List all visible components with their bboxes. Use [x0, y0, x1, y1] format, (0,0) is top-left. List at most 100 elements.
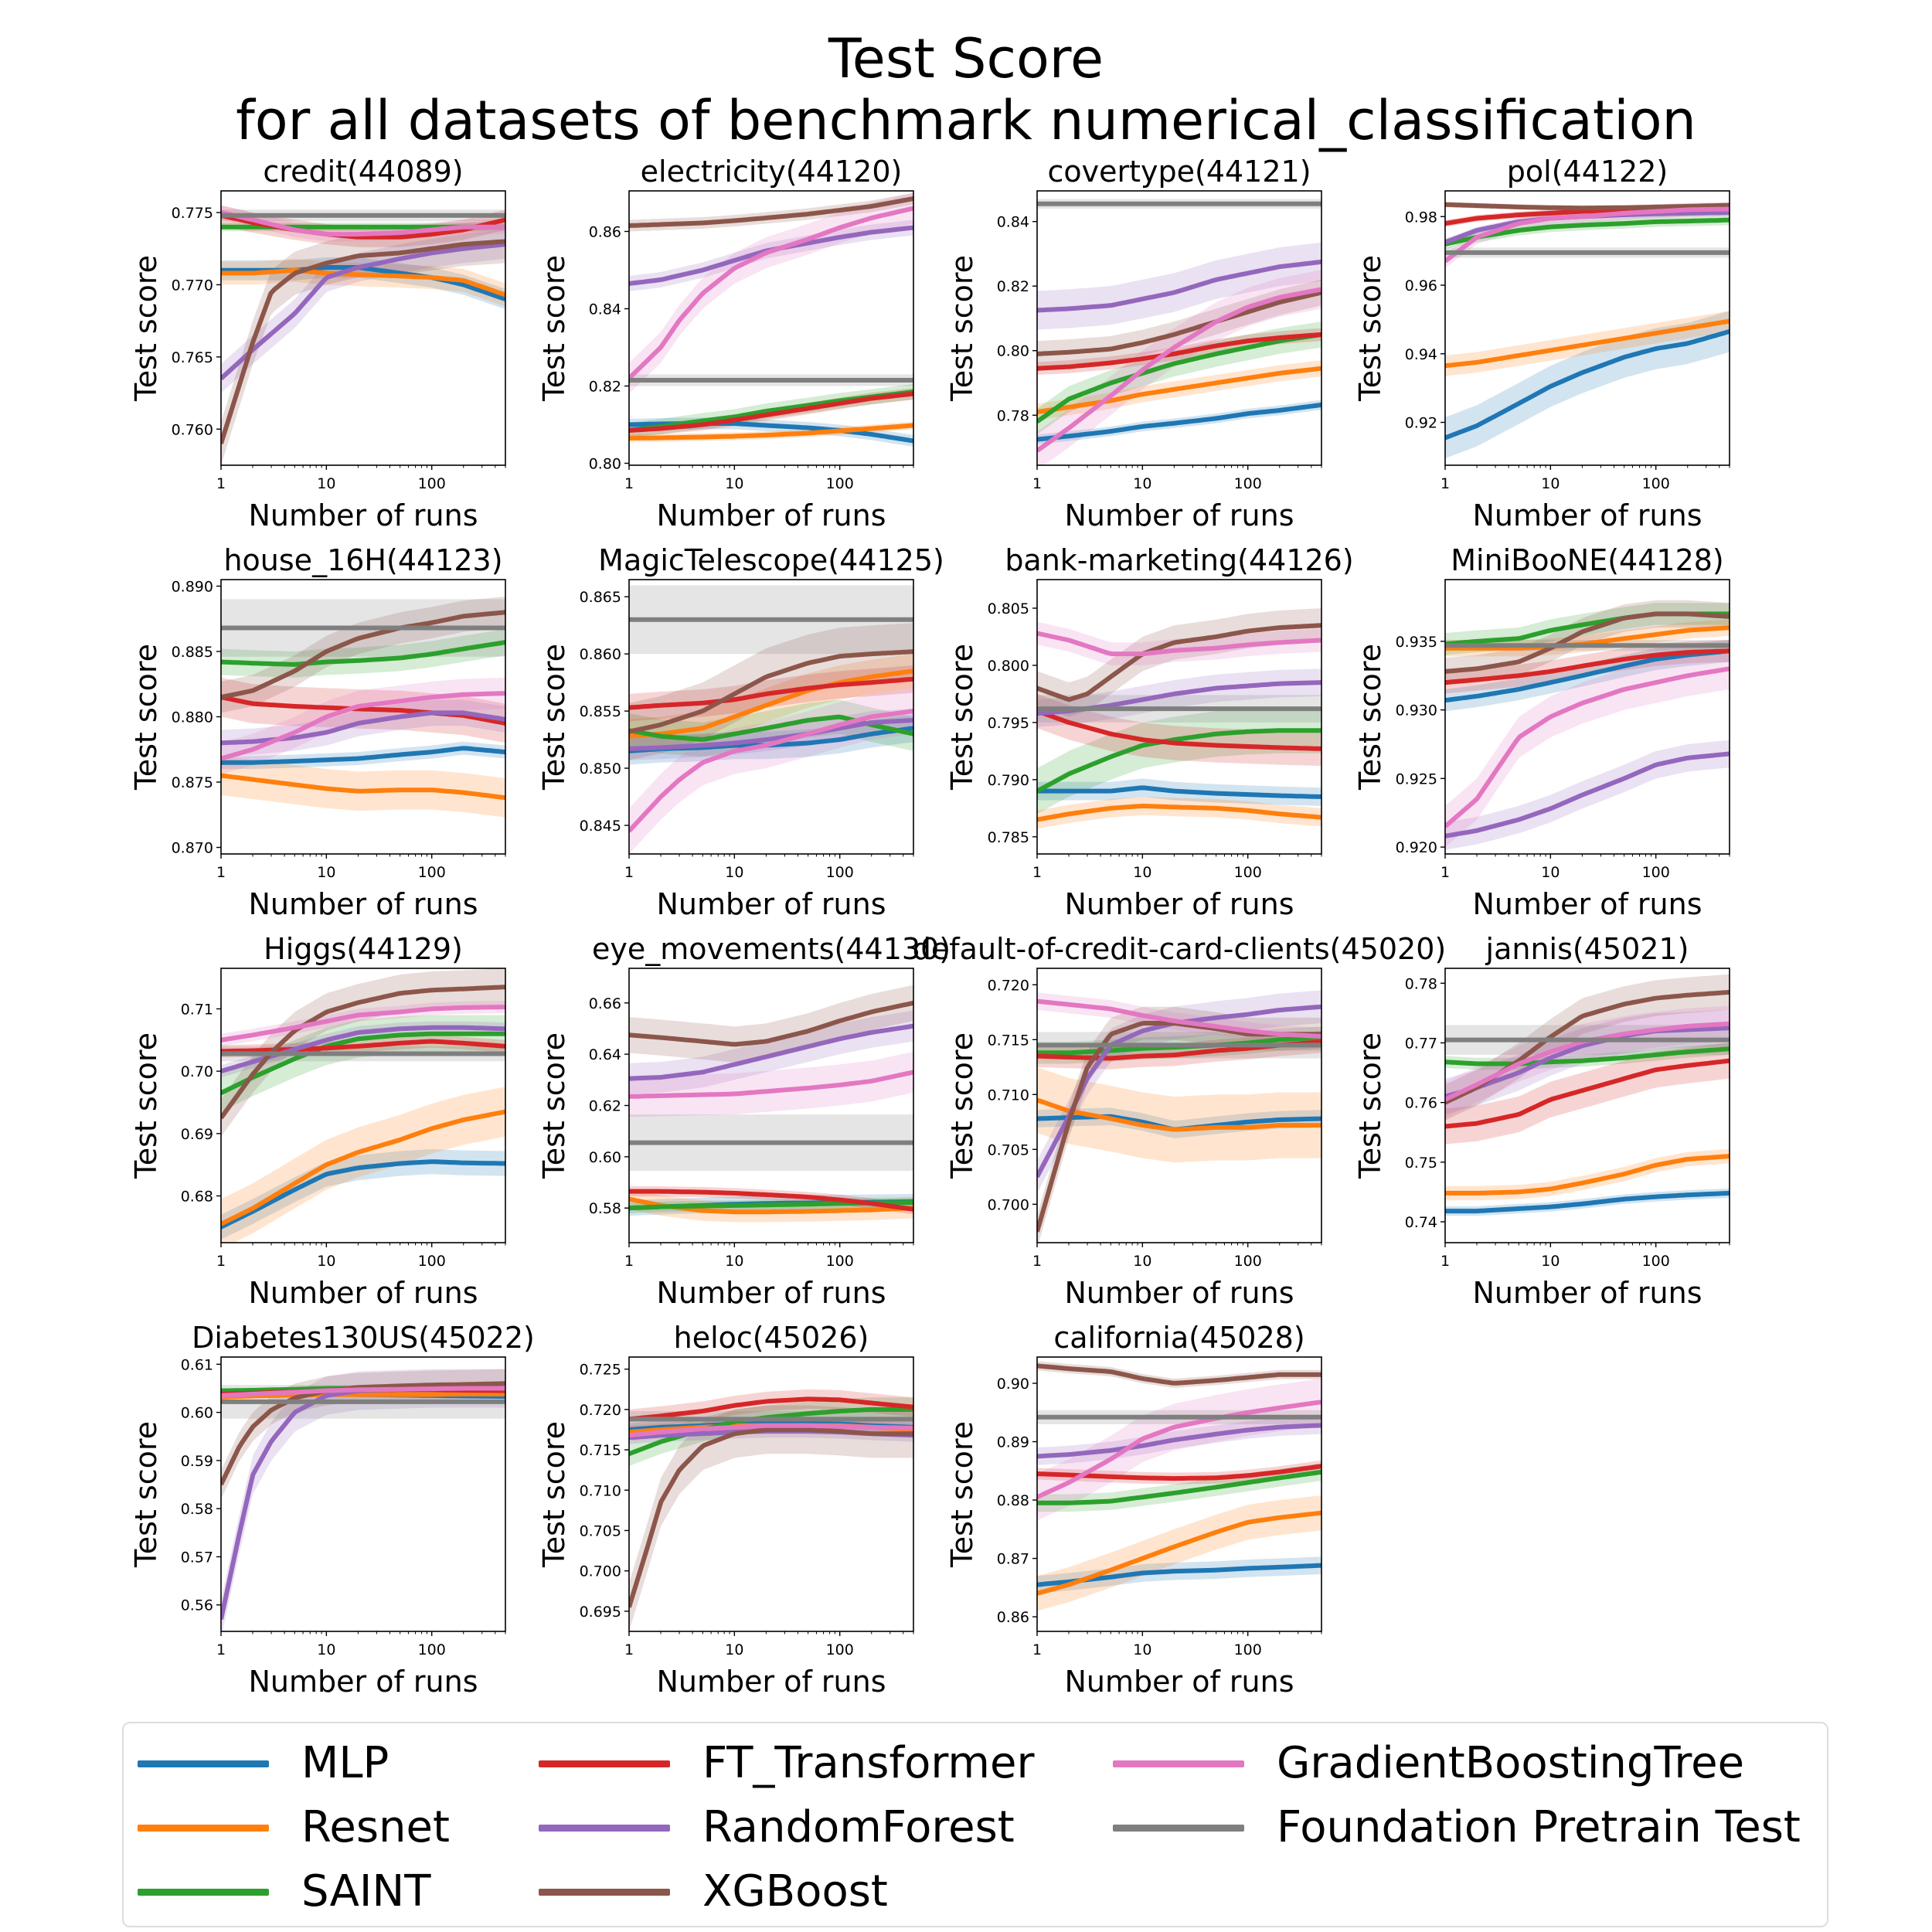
- x-tick-label: 10: [1541, 864, 1560, 881]
- x-tick-label: 1: [1440, 475, 1450, 492]
- series-line: [1037, 1510, 1321, 1596]
- x-tick-label: 10: [317, 1253, 335, 1270]
- y-tick-label: 0.920: [1396, 839, 1437, 856]
- legend: MLP Resnet SAINT FT_Transformer RandomForest…: [122, 1722, 1828, 1927]
- y-tick-label: 0.82: [997, 278, 1029, 295]
- subplot: 1 10 100 0.58 0.60 0.62 0.64 0.66 eye_movements(…: [537, 932, 951, 1310]
- axes-frame: [628, 1356, 914, 1632]
- y-tick-label: 0.870: [172, 840, 213, 857]
- x-tick-label: 1: [1032, 475, 1042, 492]
- x-tick-label: 10: [317, 475, 335, 492]
- series-line: [221, 242, 505, 381]
- x-tick-label: 10: [1541, 1253, 1560, 1270]
- y-tick-label: 0.56: [181, 1597, 213, 1614]
- y-tick-label: 0.60: [181, 1405, 213, 1422]
- x-axis-label: Number of runs: [656, 1665, 886, 1699]
- subplot-title: credit(44089): [263, 155, 463, 189]
- series-band: [1037, 1066, 1321, 1163]
- series-band: [629, 1405, 913, 1631]
- series-band: [221, 1001, 505, 1046]
- y-tick-label: 0.760: [172, 421, 213, 438]
- axes-frame: [1444, 968, 1730, 1243]
- y-tick-label: 0.850: [580, 760, 621, 777]
- series-line: [629, 668, 913, 739]
- series-line: [1445, 751, 1730, 838]
- x-axis-label: Number of runs: [1064, 1665, 1294, 1699]
- y-tick-label: 0.875: [172, 774, 213, 791]
- x-tick-label: 100: [826, 1641, 854, 1658]
- y-tick-label: 0.845: [580, 818, 621, 835]
- x-axis-label: Number of runs: [1472, 498, 1702, 532]
- x-axis-label: Number of runs: [1472, 887, 1702, 921]
- subplot-title: Higgs(44129): [264, 932, 463, 966]
- y-tick-label: 0.865: [580, 589, 621, 606]
- y-tick-label: 0.62: [589, 1098, 621, 1115]
- series-band: [1037, 279, 1321, 367]
- y-tick-label: 0.885: [172, 644, 213, 661]
- x-tick-label: 1: [1440, 864, 1450, 881]
- series-band: [1445, 974, 1730, 1121]
- y-tick-label: 0.705: [580, 1522, 621, 1539]
- x-tick-label: 10: [725, 475, 743, 492]
- y-axis-label: Test score: [1353, 255, 1387, 402]
- subplot: 1 10 100 0.56 0.57 0.58 0.59 0.60 0.61Diabetes13…: [129, 1321, 535, 1699]
- y-tick-label: 0.700: [580, 1563, 621, 1580]
- x-tick-label: 10: [1541, 475, 1560, 492]
- series-band: [629, 985, 913, 1063]
- x-tick-label: 100: [418, 1253, 446, 1270]
- y-tick-label: 0.61: [181, 1356, 213, 1373]
- series-band: [1037, 321, 1321, 435]
- series-line: [1037, 1469, 1321, 1505]
- main-title-line-1: Test Score: [828, 27, 1104, 90]
- series-line: [1037, 290, 1321, 356]
- legend-item: Foundation Pretrain Test: [1113, 1797, 1801, 1859]
- series-band: [1445, 202, 1730, 268]
- axes-frame: [220, 190, 506, 466]
- subplot-title: pol(44122): [1507, 155, 1668, 189]
- x-tick-label: 100: [1234, 475, 1262, 492]
- legend-swatch: [539, 1824, 670, 1832]
- subplot: 1 10 100 0.80 0.82 0.84 0.86 electricity(44120)…: [537, 155, 914, 532]
- y-tick-label: 0.715: [988, 1032, 1029, 1049]
- series-line: [1445, 648, 1730, 685]
- series-band: [629, 1051, 913, 1117]
- x-tick-label: 10: [725, 1641, 743, 1658]
- y-tick-label: 0.92: [1405, 415, 1437, 432]
- x-tick-label: 100: [1234, 1253, 1262, 1270]
- series-line: [629, 649, 913, 734]
- series-line: [221, 1039, 505, 1054]
- series-line: [629, 676, 913, 710]
- x-axis-label: Number of runs: [656, 1276, 886, 1310]
- series-line: [1037, 803, 1321, 822]
- subplot-title: bank-marketing(44126): [1005, 543, 1353, 577]
- series-line: [1037, 1363, 1321, 1386]
- series-line: [221, 1159, 505, 1230]
- subplot-title: MagicTelescope(44125): [598, 543, 944, 577]
- series-line: [1037, 1097, 1321, 1132]
- y-tick-label: 0.78: [997, 407, 1029, 424]
- x-tick-label: 100: [418, 1641, 446, 1658]
- subplot: 1 10 100 0.920 0.925 0.930 0.935 MiniBooNE(4412…: [1353, 543, 1730, 921]
- series-line: [1445, 318, 1730, 369]
- axes-frame: [1036, 968, 1322, 1243]
- x-tick-label: 1: [624, 1641, 634, 1658]
- charts-grid: 1 10 100 0.760 0.765 0.770 0.775 credit(44089) N…: [129, 155, 1730, 1699]
- series-line: [629, 1070, 913, 1099]
- y-tick-label: 0.800: [988, 658, 1029, 675]
- series-line: [221, 746, 505, 765]
- series-line: [1445, 1154, 1730, 1196]
- series-line: [1445, 611, 1730, 674]
- series-band: [1037, 1556, 1321, 1594]
- legend-label: RandomForest: [702, 1802, 1015, 1852]
- series-line: [1445, 1046, 1730, 1066]
- series-line: [1037, 1423, 1321, 1459]
- series-line: [1037, 259, 1321, 313]
- x-tick-label: 10: [725, 864, 743, 881]
- plot-area: [1037, 199, 1321, 465]
- y-axis-label: Test score: [129, 1421, 163, 1568]
- series-band: [1037, 1361, 1321, 1388]
- series-line: [1445, 1058, 1730, 1129]
- subplot: 1 10 100 0.845 0.850 0.855 0.860 0.865 MagicTele…: [537, 543, 944, 921]
- y-tick-label: 0.71: [181, 1001, 213, 1018]
- legend-label: MLP: [301, 1738, 389, 1788]
